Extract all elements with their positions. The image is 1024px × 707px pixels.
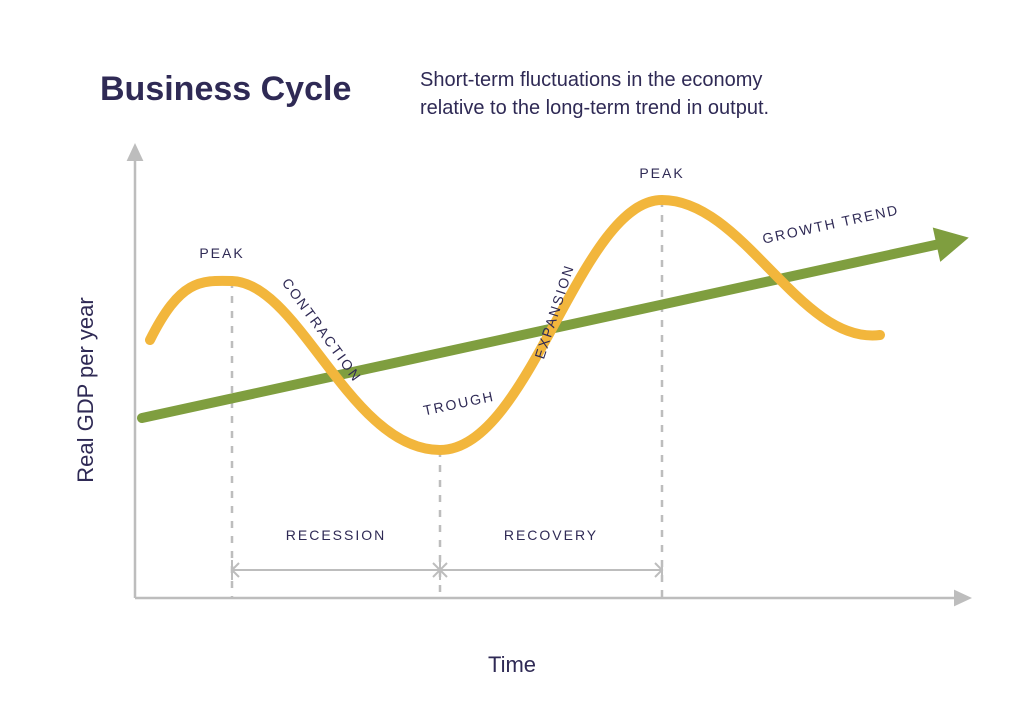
trend-arrow-icon <box>933 227 969 261</box>
diagram-page: Business Cycle Short-term fluctuations i… <box>0 0 1024 707</box>
recovery-label: RECOVERY <box>504 527 598 543</box>
phase-labels: PEAK PEAK TROUGH CONTRACTION EXPANSION <box>199 165 684 418</box>
label-contraction: CONTRACTION <box>279 275 365 385</box>
label-peak-1: PEAK <box>199 245 244 261</box>
recession-range <box>232 560 440 580</box>
y-axis-arrow-icon <box>127 143 144 161</box>
x-axis-arrow-icon <box>954 590 972 607</box>
recovery-range <box>440 560 662 580</box>
label-expansion: EXPANSION <box>531 262 577 361</box>
label-peak-2: PEAK <box>639 165 684 181</box>
range-labels: RECESSION RECOVERY <box>286 527 598 543</box>
business-cycle-chart: GROWTH TREND PEAK PEAK TROUGH CONTRACTIO… <box>0 0 1024 707</box>
growth-trend-label: GROWTH TREND <box>761 201 901 246</box>
recession-label: RECESSION <box>286 527 386 543</box>
range-brackets <box>232 560 662 580</box>
label-trough: TROUGH <box>422 388 496 419</box>
